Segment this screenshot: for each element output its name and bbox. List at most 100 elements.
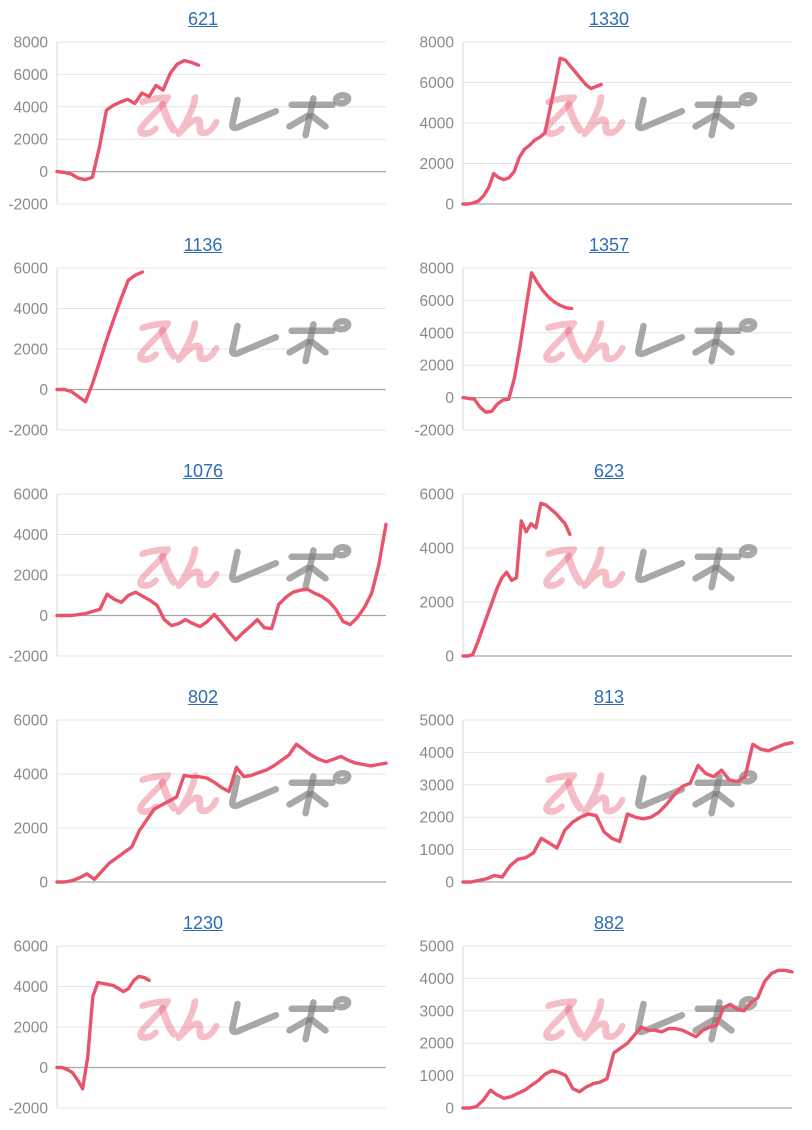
y-tick-label: 2000 [14,568,49,585]
y-tick-label: 0 [39,1060,48,1077]
y-tick-label: 4000 [14,301,49,318]
y-tick-label: -2000 [8,1101,48,1118]
chart-title-row: 882 [406,904,812,934]
y-tick-label: 5000 [420,939,455,956]
chart-title-link[interactable]: 1357 [588,235,630,255]
slump-graph: 6000 4000 2000 0 -2000 [8,939,386,1118]
data-line [55,522,388,642]
watermark-logo [542,999,755,1039]
y-tick-label: 0 [39,382,48,399]
y-tick-label: 0 [445,875,454,892]
chart-title-link[interactable]: 1330 [588,9,630,29]
data-line [461,741,794,884]
y-tick-label: 0 [39,608,48,625]
y-tick-label: 4000 [420,116,455,133]
watermark-logo [542,95,755,135]
y-tick-label: 3000 [420,1003,455,1020]
y-tick-label: 4000 [420,325,455,342]
watermark-logo [136,999,349,1039]
y-tick-label: 4000 [420,971,455,988]
y-tick-label: 4000 [14,527,49,544]
data-line [55,742,388,884]
y-tick-label: 8000 [420,35,455,52]
data-line [461,56,603,206]
data-line [55,270,145,404]
y-tick-label: 4000 [420,745,455,762]
data-line [461,501,572,658]
slump-graph: 5000 4000 3000 2000 1000 0 [420,939,794,1118]
y-tick-label: 2000 [420,810,455,827]
chart-cell: 1230 6000 4000 2000 0 -2000 [0,904,406,1130]
chart-title-row: 1230 [0,904,406,934]
slump-graph: 8000 6000 4000 2000 0 [420,35,792,214]
watermark-logo [136,95,349,135]
watermark-logo [542,321,755,361]
chart-cell: 1136 6000 4000 2000 0 -2000 [0,226,406,452]
y-tick-label: 6000 [14,713,49,730]
y-tick-label: 1000 [420,842,455,859]
watermark-logo [136,321,349,361]
data-line [461,968,794,1110]
y-tick-label: 2000 [420,1036,455,1053]
y-tick-label: 6000 [420,293,455,310]
chart-title-row: 623 [406,452,812,482]
chart-title-row: 1136 [0,226,406,256]
chart-title-row: 1076 [0,452,406,482]
y-tick-label: 2000 [14,342,49,359]
chart-title-link[interactable]: 621 [187,9,219,29]
chart-title-row: 621 [0,0,406,30]
chart-title-link[interactable]: 813 [593,687,625,707]
chart-cell: 1330 8000 6000 4000 2000 0 [406,0,812,226]
chart-title-row: 813 [406,678,812,708]
y-tick-label: 8000 [14,35,49,52]
slump-graph: 6000 4000 2000 0 -2000 [8,487,388,666]
y-tick-label: 2000 [420,595,455,612]
y-tick-label: 6000 [14,261,49,278]
y-tick-label: -2000 [8,423,48,440]
y-tick-label: 0 [445,1101,454,1118]
chart-title-row: 1330 [406,0,812,30]
y-tick-label: 6000 [14,67,49,84]
watermark-logo [136,773,349,813]
slump-graph: 8000 6000 4000 2000 0 -2000 [8,35,386,214]
y-tick-label: 0 [445,649,454,666]
chart-cell: 802 6000 4000 2000 0 [0,678,406,904]
y-tick-label: -2000 [8,649,48,666]
y-tick-label: 8000 [420,261,455,278]
chart-cell: 623 6000 4000 2000 0 [406,452,812,678]
slump-graph: 6000 4000 2000 0 -2000 [8,261,386,440]
slump-graph: 6000 4000 2000 0 [14,713,388,892]
chart-title-row: 802 [0,678,406,708]
data-line [461,271,574,414]
y-tick-label: 0 [445,390,454,407]
chart-title-link[interactable]: 623 [593,461,625,481]
y-tick-label: 4000 [14,979,49,996]
slump-graph: 8000 6000 4000 2000 0 -2000 [414,261,792,440]
chart-title-row: 1357 [406,226,812,256]
chart-cell: 813 5000 4000 3000 2000 1000 0 [406,678,812,904]
data-line [55,58,201,182]
y-tick-label: 1000 [420,1068,455,1085]
chart-cell: 1076 6000 4000 2000 0 -2000 [0,452,406,678]
y-tick-label: 0 [445,197,454,214]
chart-title-link[interactable]: 802 [187,687,219,707]
y-tick-label: 2000 [14,1020,49,1037]
y-tick-label: -2000 [8,197,48,214]
slump-graph: 5000 4000 3000 2000 1000 0 [420,713,794,892]
y-tick-label: 0 [39,875,48,892]
watermark-logo [136,547,349,587]
y-tick-label: 6000 [14,487,49,504]
slump-graph: 6000 4000 2000 0 [420,487,792,666]
chart-title-link[interactable]: 1136 [183,235,223,255]
y-tick-label: 6000 [14,939,49,956]
data-line [55,974,151,1091]
chart-title-link[interactable]: 1230 [182,913,224,933]
y-tick-label: 4000 [420,541,455,558]
y-tick-label: 5000 [420,713,455,730]
chart-title-link[interactable]: 882 [593,913,625,933]
y-tick-label: 4000 [14,767,49,784]
chart-title-link[interactable]: 1076 [182,461,224,481]
y-tick-label: 2000 [14,132,49,149]
y-tick-label: 2000 [14,821,49,838]
watermark-logo [542,773,755,813]
